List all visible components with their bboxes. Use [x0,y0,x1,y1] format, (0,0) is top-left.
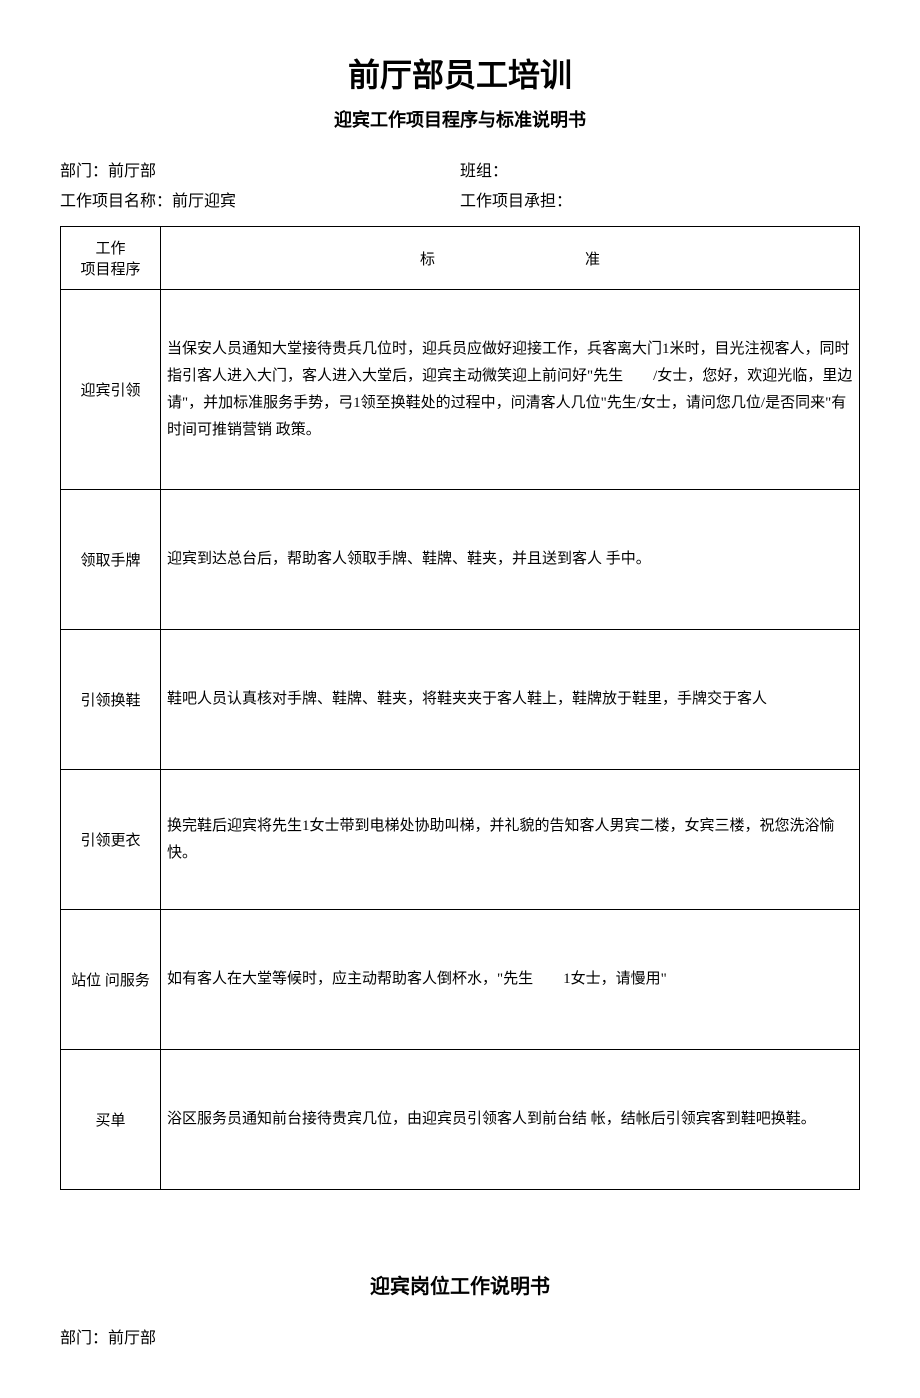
std-cell: 当保安人员通知大堂接待贵兵几位时，迎兵员应做好迎接工作，兵客离大门1米时，目光注… [161,290,860,490]
header-procedure: 工作 项目程序 [61,227,161,290]
table-row: 引领更衣 换完鞋后迎宾将先生1女士带到电梯处协助叫梯，并礼貌的告知客人男宾二楼，… [61,770,860,910]
team-label: 班组： [460,157,860,181]
table-row: 领取手牌 迎宾到达总台后，帮助客人领取手牌、鞋牌、鞋夹，并且送到客人 手中。 [61,490,860,630]
std-cell: 浴区服务员通知前台接待贵宾几位，由迎宾员引领客人到前台结 帐，结帐后引领宾客到鞋… [161,1050,860,1190]
table-row: 买单 浴区服务员通知前台接待贵宾几位，由迎宾员引领客人到前台结 帐，结帐后引领宾… [61,1050,860,1190]
std-cell: 迎宾到达总台后，帮助客人领取手牌、鞋牌、鞋夹，并且送到客人 手中。 [161,490,860,630]
info-row-1: 部门：前厅部 班组： [60,157,860,181]
std-cell: 换完鞋后迎宾将先生1女士带到电梯处协助叫梯，并礼貌的告知客人男宾二楼，女宾三楼，… [161,770,860,910]
proc-cell: 引领更衣 [61,770,161,910]
proc-cell: 站位 问服务 [61,910,161,1050]
table-header-row: 工作 项目程序 标 准 [61,227,860,290]
procedure-table: 工作 项目程序 标 准 迎宾引领 当保安人员通知大堂接待贵兵几位时，迎兵员应做好… [60,226,860,1190]
table-row: 站位 问服务 如有客人在大堂等候时，应主动帮助客人倒杯水，"先生 1女士，请慢用… [61,910,860,1050]
table-row: 引领换鞋 鞋吧人员认真核对手牌、鞋牌、鞋夹，将鞋夹夹于客人鞋上，鞋牌放于鞋里，手… [61,630,860,770]
project-name-label: 工作项目名称：前厅迎宾 [60,187,460,211]
page-subtitle: 迎宾工作项目程序与标准说明书 [60,106,860,132]
page-title: 前厅部员工培训 [60,50,860,96]
header-standard: 标 准 [161,227,860,290]
table-row: 迎宾引领 当保安人员通知大堂接待贵兵几位时，迎兵员应做好迎接工作，兵客离大门1米… [61,290,860,490]
section2-title: 迎宾岗位工作说明书 [60,1270,860,1299]
proc-cell: 买单 [61,1050,161,1190]
std-cell: 如有客人在大堂等候时，应主动帮助客人倒杯水，"先生 1女士，请慢用" [161,910,860,1050]
proc-cell: 迎宾引领 [61,290,161,490]
proc-cell: 领取手牌 [61,490,161,630]
section2-dept: 部门：前厅部 [60,1324,860,1348]
info-row-2: 工作项目名称：前厅迎宾 工作项目承担： [60,187,860,211]
std-cell: 鞋吧人员认真核对手牌、鞋牌、鞋夹，将鞋夹夹于客人鞋上，鞋牌放于鞋里，手牌交于客人 [161,630,860,770]
dept-label: 部门：前厅部 [60,157,460,181]
header-col1-line1: 工作 [67,237,154,258]
proc-cell: 引领换鞋 [61,630,161,770]
project-owner-label: 工作项目承担： [460,187,860,211]
header-col1-line2: 项目程序 [67,258,154,279]
